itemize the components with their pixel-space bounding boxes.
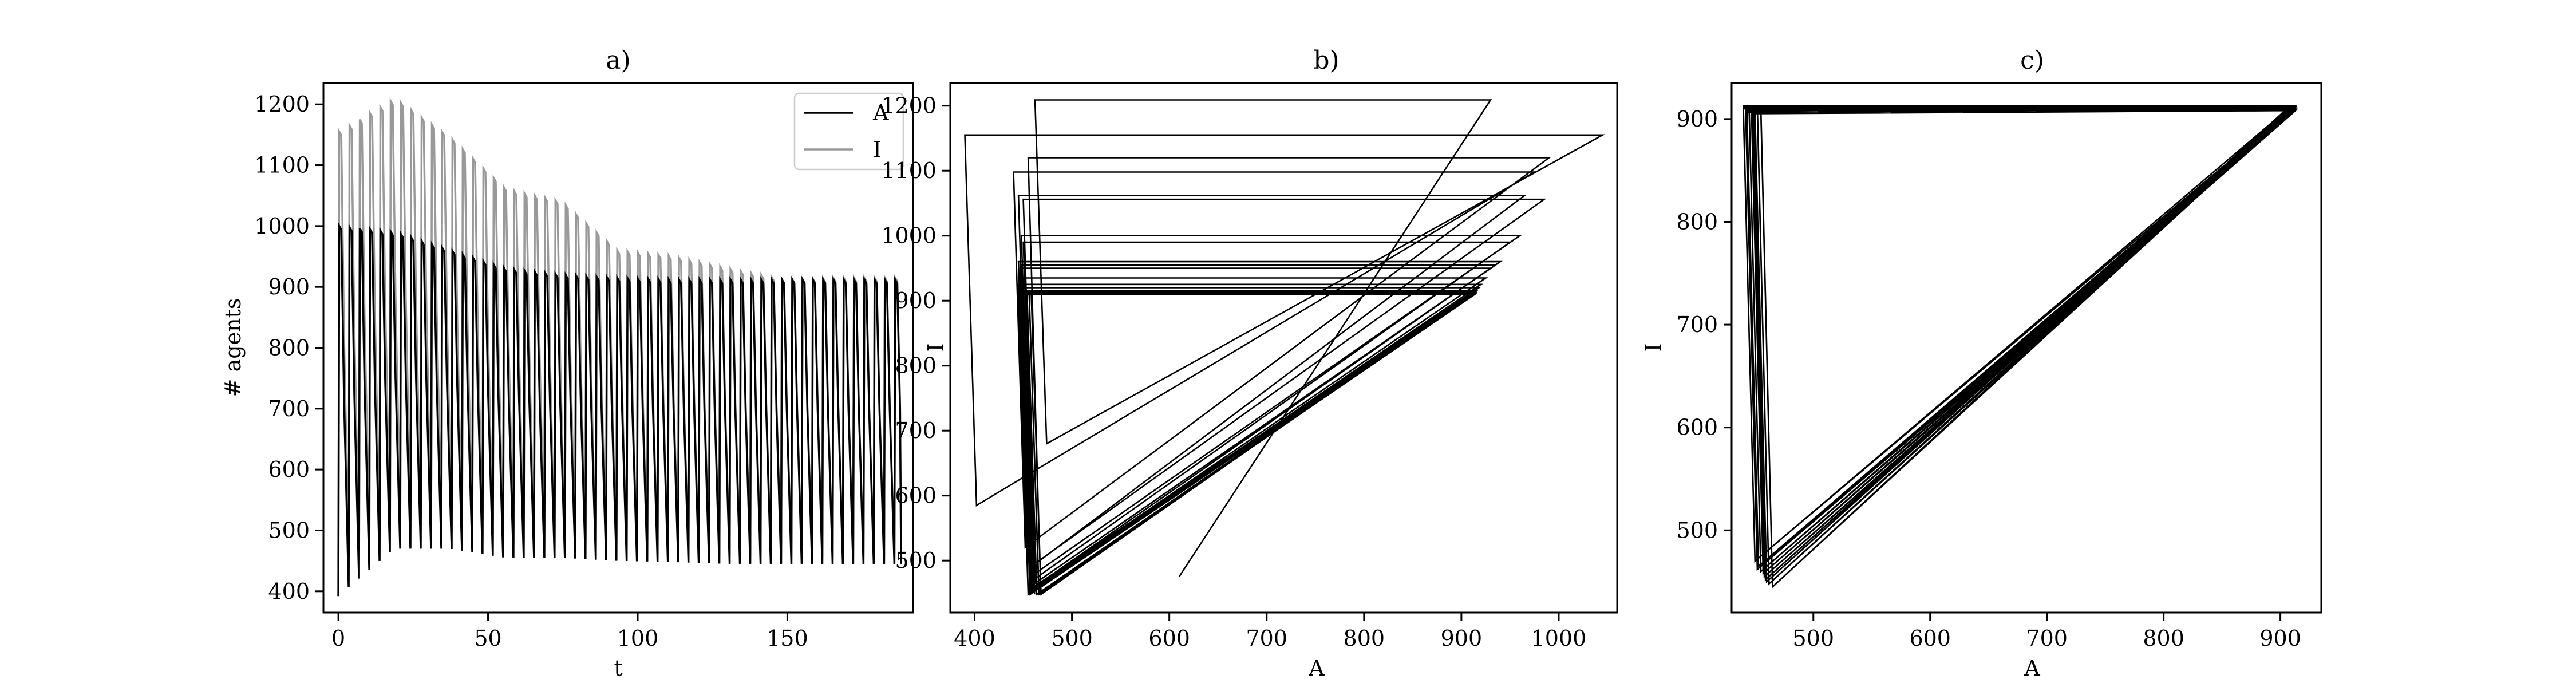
x-tick-label: 900 (2259, 626, 2301, 651)
x-tick-label: 600 (1148, 626, 1190, 651)
panel-b-trajectory (964, 99, 1606, 596)
x-tick-label: 800 (1344, 626, 1385, 651)
legend-label-a: A (872, 100, 889, 125)
panel-a-x-label: t (614, 656, 622, 681)
x-tick-label: 1000 (1531, 626, 1587, 651)
panel-b-y-ticks: 500 600 700 800 900 1000 1100 1200 (881, 93, 950, 573)
x-tick-label: 0 (331, 626, 345, 651)
panel-a-title: a) (606, 46, 630, 75)
panel-b-x-ticks: 400 500 600 700 800 900 1000 (954, 613, 1586, 651)
panel-b-y-label: I (923, 343, 949, 352)
panel-b-frame (949, 82, 1618, 614)
y-tick-label: 900 (895, 288, 937, 313)
y-tick-label: 700 (1676, 312, 1718, 337)
legend-label-i: I (873, 137, 882, 162)
x-tick-label: 400 (954, 626, 995, 651)
y-tick-label: 500 (1676, 518, 1718, 543)
panel-c-y-label: I (1641, 343, 1666, 352)
panel-c-trajectory (1743, 105, 2298, 589)
y-tick-label: 500 (268, 518, 310, 543)
series-a-line (337, 222, 902, 597)
y-tick-label: 800 (895, 353, 937, 378)
panel-a-y-ticks: 400 500 600 700 800 900 1000 1100 1200 (254, 92, 323, 604)
panel-c: c) 500 600 700 800 900 500 600 700 800 900 A I (1641, 46, 2322, 681)
panel-c-x-ticks: 500 600 700 800 900 (1793, 613, 2301, 651)
x-tick-label: 800 (2143, 626, 2184, 651)
y-tick-label: 600 (895, 483, 937, 508)
panel-c-frame (1730, 82, 2322, 614)
x-tick-label: 100 (617, 626, 659, 651)
y-tick-label: 400 (268, 579, 310, 604)
y-tick-label: 900 (268, 274, 310, 299)
x-tick-label: 50 (474, 626, 501, 651)
panel-a: a) 0 50 100 150 400 500 600 700 800 900 1000 1100 1… (220, 46, 914, 681)
y-tick-label: 1000 (254, 214, 310, 239)
trajectory-line (964, 99, 1606, 596)
x-tick-label: 500 (1051, 626, 1093, 651)
y-tick-label: 700 (895, 418, 937, 443)
y-tick-label: 600 (268, 457, 310, 482)
panel-c-x-label: A (2024, 656, 2040, 681)
panel-c-y-ticks: 500 600 700 800 900 (1676, 106, 1732, 543)
panel-b-title: b) (1313, 46, 1339, 75)
panel-a-y-label: # agents (220, 298, 246, 397)
y-tick-label: 700 (268, 396, 310, 421)
x-tick-label: 900 (1441, 626, 1483, 651)
y-tick-label: 1100 (254, 153, 310, 178)
panel-c-title: c) (2020, 46, 2044, 75)
x-tick-label: 700 (1246, 626, 1287, 651)
y-tick-label: 800 (1676, 209, 1718, 234)
y-tick-label: 1200 (881, 93, 937, 119)
panel-a-legend: A I (793, 92, 904, 171)
y-tick-label: 800 (268, 335, 310, 361)
y-tick-label: 1200 (254, 92, 310, 117)
panel-a-x-ticks: 0 50 100 150 (331, 613, 808, 651)
panel-b-x-label: A (1308, 656, 1325, 681)
x-tick-label: 500 (1793, 626, 1835, 651)
x-tick-label: 150 (767, 626, 808, 651)
y-tick-label: 500 (895, 548, 937, 573)
y-tick-label: 600 (1676, 415, 1718, 440)
y-tick-label: 1100 (881, 158, 937, 183)
y-tick-label: 1000 (881, 223, 937, 248)
trajectory-line (1743, 105, 2298, 589)
x-tick-label: 600 (1909, 626, 1951, 651)
panel-a-series (337, 97, 902, 597)
x-tick-label: 700 (2026, 626, 2068, 651)
panel-b: b) 400 500 600 700 800 900 1000 500 600 700 800 90… (881, 46, 1618, 681)
y-tick-label: 900 (1676, 106, 1718, 132)
